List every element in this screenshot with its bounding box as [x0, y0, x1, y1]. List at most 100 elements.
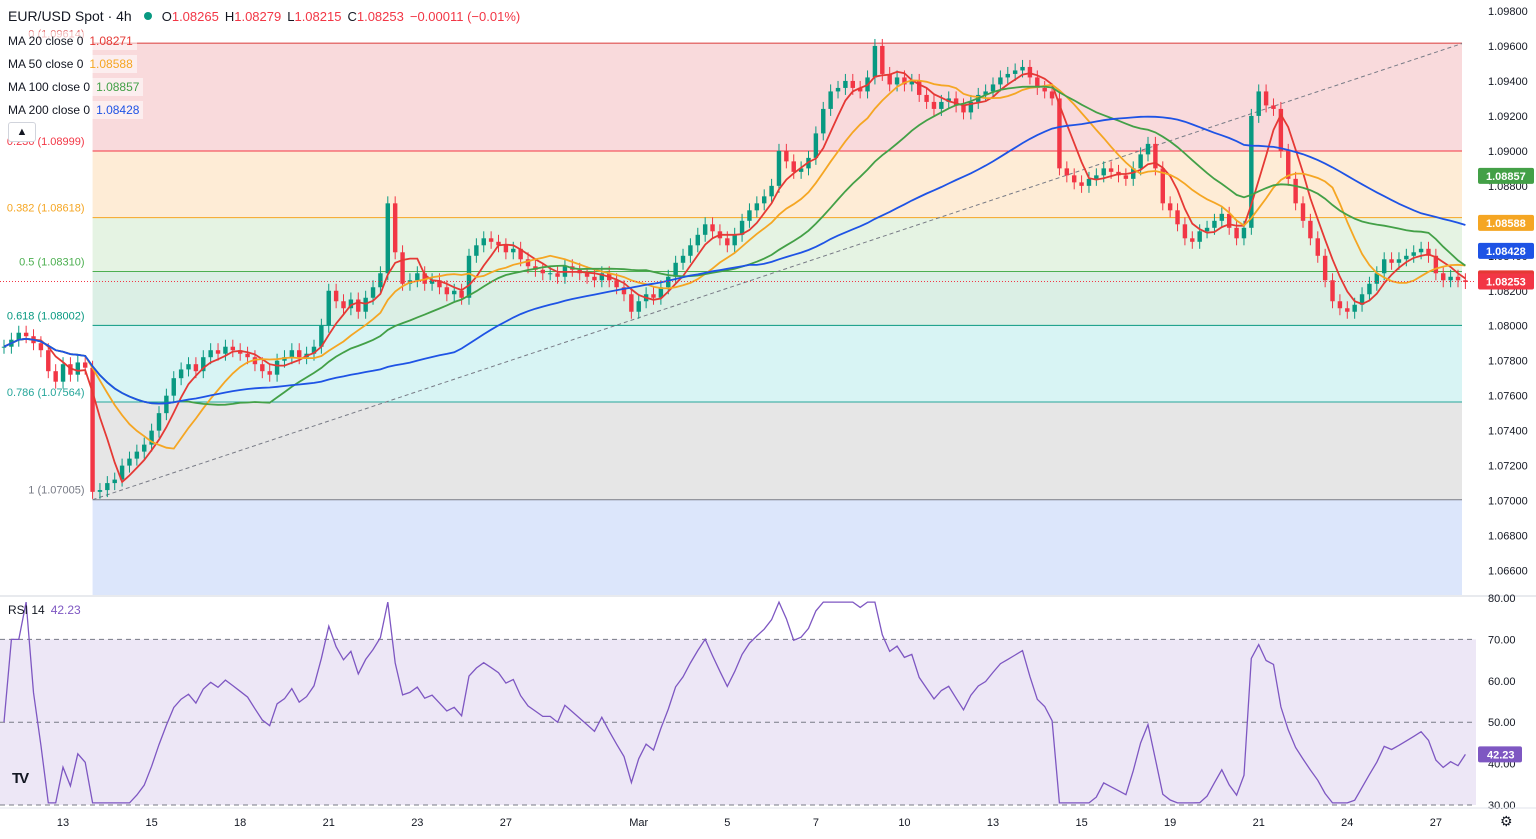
candle — [252, 357, 258, 365]
candle — [1345, 308, 1350, 312]
ma100-legend[interactable]: MA 100 close 0 1.08857 — [4, 78, 144, 96]
rsi-tag — [1478, 746, 1522, 763]
candle — [1049, 91, 1055, 99]
high-label: H — [224, 9, 235, 24]
candle — [105, 483, 110, 491]
candle — [208, 350, 213, 358]
rsi-label: RSI 14 — [8, 603, 45, 617]
candle — [112, 479, 117, 484]
tradingview-logo-icon[interactable]: TV — [12, 770, 29, 787]
rsi-tag-label: 42.23 — [1487, 749, 1515, 761]
time-tick-label: 21 — [1253, 817, 1265, 829]
candle — [739, 220, 745, 235]
candle — [1352, 304, 1357, 312]
candle — [474, 245, 479, 256]
candle — [939, 101, 944, 109]
candle — [1308, 220, 1313, 239]
candle — [798, 168, 804, 172]
ma50-label: MA 50 close 0 — [8, 57, 84, 71]
candle — [16, 332, 21, 340]
candle — [946, 98, 951, 102]
candle — [1086, 178, 1092, 186]
candle — [1381, 259, 1387, 274]
price-tag — [1478, 167, 1534, 184]
ma200-legend[interactable]: MA 200 close 0 1.08428 — [4, 101, 144, 119]
candle — [1042, 87, 1047, 92]
candle — [1337, 301, 1343, 309]
candle — [1256, 91, 1261, 116]
candle — [1138, 154, 1143, 169]
time-tick-label: 13 — [57, 817, 69, 829]
candle — [444, 287, 450, 295]
candle — [621, 287, 627, 295]
candle — [518, 248, 523, 260]
candle — [267, 371, 272, 375]
candle — [164, 395, 169, 414]
price-tick-label: 1.07000 — [1488, 496, 1528, 508]
candle — [1190, 238, 1195, 242]
close-value: 1.08253 — [356, 9, 404, 24]
fib-label-0.5: 0.5 (1.08310) — [19, 257, 84, 269]
candle — [666, 276, 671, 288]
time-tick-label: 23 — [411, 817, 423, 829]
ma50-legend[interactable]: MA 50 close 0 1.08588 — [4, 55, 137, 73]
candle — [1441, 273, 1446, 281]
ma100-line — [3, 85, 1466, 406]
candle — [968, 101, 974, 113]
time-tick-label: 21 — [323, 817, 335, 829]
candle — [695, 234, 701, 246]
price-tick-label: 1.09400 — [1488, 76, 1528, 88]
candle — [547, 273, 553, 275]
candle — [400, 252, 405, 284]
time-tick-label: 27 — [500, 817, 512, 829]
candle — [1418, 248, 1424, 253]
chart-header: EUR/USD Spot · 4h O1.08265 H1.08279 L1.0821… — [8, 8, 526, 24]
candle — [127, 458, 132, 466]
high-value: 1.08279 — [234, 9, 282, 24]
candle — [1463, 280, 1468, 283]
candle — [466, 255, 472, 298]
gear-icon[interactable]: ⚙ — [1500, 813, 1513, 829]
candle — [1271, 105, 1276, 109]
candle — [1359, 294, 1365, 305]
candle — [437, 280, 442, 288]
candle — [223, 346, 228, 354]
candle — [1123, 175, 1129, 179]
candle — [429, 280, 435, 284]
chevron-up-icon[interactable]: ▲ — [8, 122, 36, 142]
candle — [319, 325, 324, 347]
price-tag-label: 1.08253 — [1486, 276, 1526, 288]
candle — [1330, 280, 1335, 302]
open-value: 1.08265 — [171, 9, 219, 24]
rsi-value: 42.23 — [50, 603, 81, 617]
candle — [1241, 227, 1247, 239]
rsi-legend[interactable]: RSI 14 42.23 — [8, 603, 81, 617]
candle — [1455, 276, 1461, 281]
time-tick-label: 10 — [898, 817, 910, 829]
candle — [1145, 143, 1151, 155]
candle — [1167, 203, 1173, 211]
candle — [769, 185, 774, 197]
price-tick-label: 1.08000 — [1488, 321, 1528, 333]
price-tag — [1478, 273, 1534, 290]
candle — [488, 238, 494, 242]
candle — [754, 203, 760, 211]
close-label: C — [347, 9, 357, 24]
candle — [909, 80, 915, 85]
candle — [90, 367, 95, 492]
time-tick-label: 15 — [1075, 817, 1087, 829]
price-tag-label: 1.08588 — [1486, 218, 1526, 230]
ma20-legend[interactable]: MA 20 close 0 1.08271 — [4, 32, 137, 50]
candle — [850, 80, 855, 88]
candle — [1293, 178, 1298, 204]
candle — [725, 238, 730, 246]
candle — [1064, 168, 1070, 176]
symbol-title[interactable]: EUR/USD Spot · 4h — [8, 8, 132, 24]
candle — [525, 259, 531, 267]
candle — [149, 430, 154, 445]
candle — [872, 45, 878, 78]
rsi-tick-label: 50.00 — [1488, 717, 1516, 729]
candle — [555, 273, 560, 277]
candle — [1108, 168, 1114, 172]
